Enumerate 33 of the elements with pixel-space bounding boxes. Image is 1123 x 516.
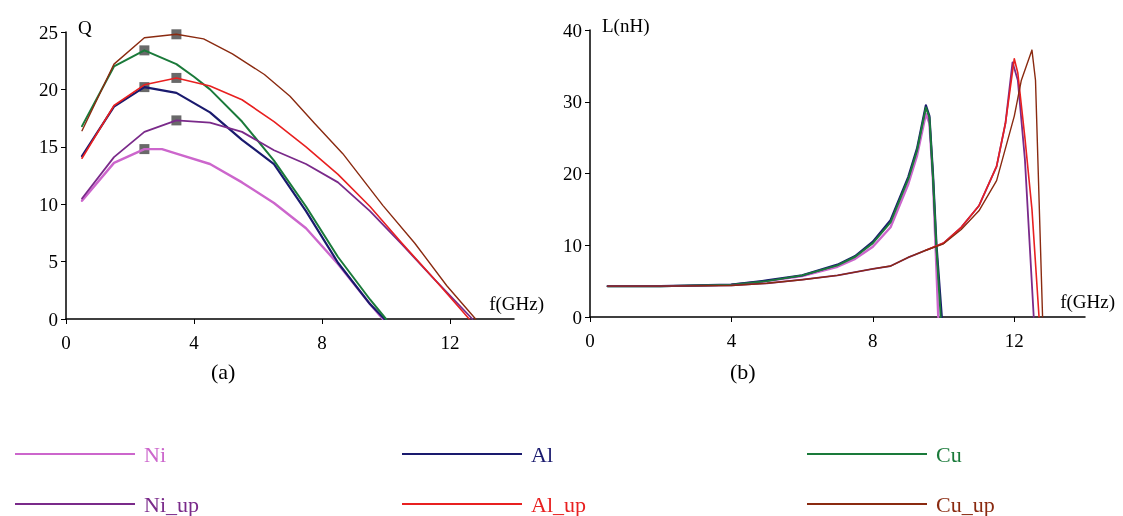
x-tick-label: 12 [1004,330,1024,351]
y-tick-label: 0 [572,306,582,328]
line-series [730,112,940,319]
line-series [925,57,1040,318]
x-tick-label: 12 [440,332,460,353]
y-tick-label: 20 [39,78,58,100]
x-axis-title: f(GHz) [489,293,544,315]
y-tick-label: 40 [563,19,582,41]
text: Al_up [531,491,586,516]
x-tick-label: 0 [61,332,71,353]
x-tick-label: 8 [868,330,878,351]
y-tick-label: 0 [48,308,58,330]
text: Ni_up [144,491,199,516]
text: Cu_up [936,491,995,516]
y-tick-label: 10 [39,193,58,215]
x-axis-title: f(GHz) [1060,291,1115,313]
x-tick-label: 0 [585,330,595,351]
y-tick-label: 25 [39,21,58,43]
x-tick-label: 4 [726,330,737,351]
x-tick-label: 8 [317,332,327,353]
x-tick-label: 4 [189,332,200,353]
y-axis-title: Q [78,17,92,38]
text: (b) [730,358,756,384]
text: (a) [211,358,236,384]
y-tick-label: 20 [563,163,582,184]
text: Cu [936,441,962,467]
y-tick-label: 5 [48,251,58,273]
text: Ni [144,441,166,467]
y-axis-title: L(nH) [602,15,650,37]
y-tick-label: 15 [39,136,58,158]
y-tick-label: 30 [563,91,582,113]
text: Al [531,441,553,467]
y-tick-label: 10 [563,234,582,256]
